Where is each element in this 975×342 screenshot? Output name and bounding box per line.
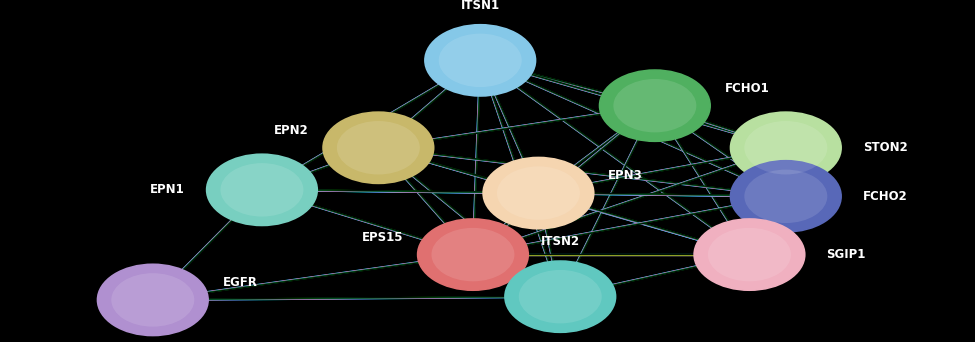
Ellipse shape bbox=[497, 166, 580, 220]
Text: SGIP1: SGIP1 bbox=[827, 248, 866, 261]
Ellipse shape bbox=[519, 270, 602, 324]
Ellipse shape bbox=[744, 170, 828, 223]
Ellipse shape bbox=[111, 273, 194, 327]
Text: FCHO2: FCHO2 bbox=[863, 190, 908, 203]
Text: ITSN1: ITSN1 bbox=[460, 0, 500, 12]
Ellipse shape bbox=[432, 228, 515, 281]
Ellipse shape bbox=[98, 264, 208, 336]
Ellipse shape bbox=[744, 121, 828, 174]
Ellipse shape bbox=[323, 112, 434, 183]
Ellipse shape bbox=[439, 34, 522, 87]
Ellipse shape bbox=[708, 228, 791, 281]
Ellipse shape bbox=[613, 79, 696, 132]
Ellipse shape bbox=[730, 112, 841, 183]
Ellipse shape bbox=[730, 161, 841, 232]
Ellipse shape bbox=[600, 70, 710, 141]
Text: EPS15: EPS15 bbox=[362, 231, 403, 244]
Text: ITSN2: ITSN2 bbox=[541, 235, 580, 248]
Ellipse shape bbox=[484, 157, 594, 229]
Text: EPN1: EPN1 bbox=[150, 183, 185, 196]
Ellipse shape bbox=[417, 219, 528, 290]
Ellipse shape bbox=[425, 25, 535, 96]
Text: STON2: STON2 bbox=[863, 141, 908, 154]
Ellipse shape bbox=[694, 219, 804, 290]
Ellipse shape bbox=[220, 163, 303, 216]
Text: EPN2: EPN2 bbox=[274, 124, 308, 137]
Text: FCHO1: FCHO1 bbox=[724, 82, 769, 95]
Text: EGFR: EGFR bbox=[222, 276, 257, 289]
Ellipse shape bbox=[505, 261, 615, 332]
Ellipse shape bbox=[207, 154, 317, 225]
Text: EPN3: EPN3 bbox=[608, 169, 644, 182]
Ellipse shape bbox=[337, 121, 420, 174]
